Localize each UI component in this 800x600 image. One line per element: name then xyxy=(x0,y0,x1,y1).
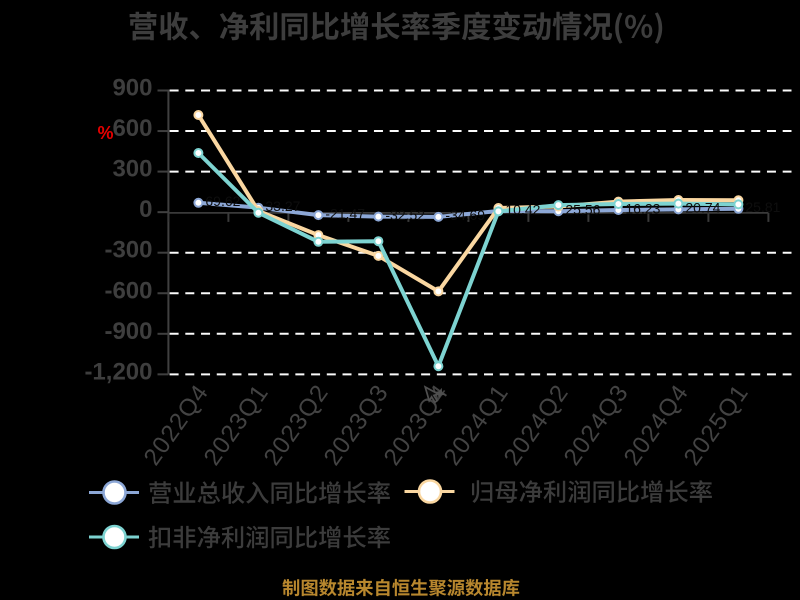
svg-text:-300: -300 xyxy=(104,237,152,264)
svg-text:-34.69: -34.69 xyxy=(445,207,485,223)
svg-text:-21.47: -21.47 xyxy=(325,205,365,221)
svg-text:69.62: 69.62 xyxy=(205,193,240,209)
svg-text:%: % xyxy=(97,123,113,143)
svg-text:-900: -900 xyxy=(104,318,152,345)
svg-text:0: 0 xyxy=(139,196,152,223)
svg-text:900: 900 xyxy=(112,75,152,102)
svg-text:16.23: 16.23 xyxy=(625,200,660,216)
svg-text:-1,200: -1,200 xyxy=(84,358,152,385)
svg-text:300: 300 xyxy=(112,156,152,183)
svg-text:600: 600 xyxy=(112,115,152,142)
svg-text:25.81: 25.81 xyxy=(745,199,780,215)
svg-text:20.74: 20.74 xyxy=(685,200,720,216)
svg-text:33.27: 33.27 xyxy=(265,198,300,214)
svg-text:25.56: 25.56 xyxy=(565,202,600,218)
svg-text:10.42: 10.42 xyxy=(505,201,540,217)
svg-text:-600: -600 xyxy=(104,277,152,304)
svg-text:-32.52: -32.52 xyxy=(385,207,425,223)
